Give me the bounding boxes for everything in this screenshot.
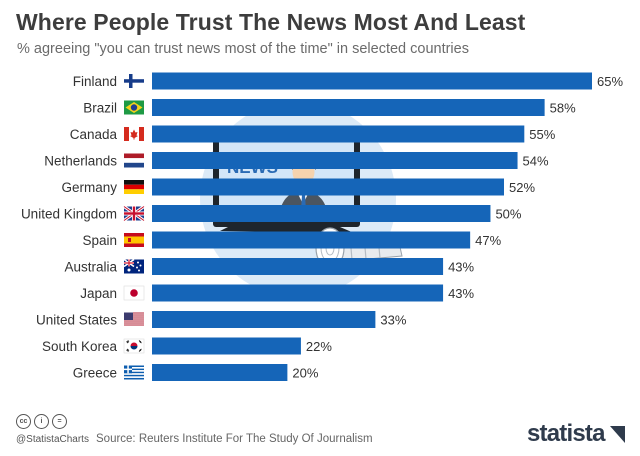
category-label-australia: Australia [64, 260, 117, 275]
license-icons: cc i = [16, 414, 67, 429]
greece-flag-icon [124, 365, 144, 380]
value-label-united-kingdom: 50% [495, 207, 521, 222]
uk-flag-icon [123, 205, 145, 222]
value-label-spain: 47% [475, 233, 501, 248]
bar-spain [152, 231, 471, 249]
brand-logo: statista [527, 420, 605, 447]
value-label-netherlands: 54% [523, 154, 549, 169]
chart-title: Where People Trust The News Most And Lea… [16, 9, 526, 35]
usa-flag-icon [124, 312, 144, 327]
no-derivatives-icon: = [52, 414, 67, 429]
value-label-japan: 43% [448, 286, 474, 301]
south-korea-flag-icon [123, 338, 145, 354]
value-label-brazil: 58% [550, 101, 576, 116]
bar-japan [152, 284, 444, 302]
value-label-canada: 55% [529, 127, 555, 142]
category-label-united-kingdom: United Kingdom [21, 207, 117, 222]
category-label-germany: Germany [61, 180, 117, 195]
category-label-finland: Finland [73, 74, 117, 89]
bar-australia [152, 258, 444, 275]
flags-group [123, 74, 145, 380]
category-label-canada: Canada [70, 127, 118, 142]
japan-flag-icon [123, 285, 145, 301]
source-note: Source: Reuters Institute For The Study … [96, 433, 373, 445]
bar-greece [152, 364, 288, 381]
value-label-germany: 52% [509, 180, 535, 195]
category-label-south-korea: South Korea [42, 339, 118, 354]
twitter-handle: @StatistaCharts [16, 434, 89, 445]
bar-south-korea [152, 337, 301, 355]
bar-finland [152, 72, 592, 90]
value-label-finland: 65% [597, 74, 623, 89]
category-label-united-states: United States [36, 313, 117, 328]
brazil-flag-icon [124, 100, 144, 115]
category-label-japan: Japan [80, 286, 117, 301]
attribution-icon: i [34, 414, 49, 429]
australia-flag-icon [123, 258, 144, 274]
finland-flag-icon [124, 74, 144, 88]
value-label-greece: 20% [292, 366, 318, 381]
spain-flag-icon [124, 233, 144, 247]
value-label-south-korea: 22% [306, 339, 332, 354]
value-label-united-states: 33% [380, 313, 406, 328]
canada-flag-icon [124, 127, 144, 141]
chart-subtitle: % agreeing "you can trust news most of t… [17, 41, 469, 57]
category-label-spain: Spain [82, 233, 117, 248]
category-label-netherlands: Netherlands [44, 154, 117, 169]
bars-group: Finland 65% Brazil 58% Canada 55% Netherlands 5… [21, 72, 623, 381]
category-label-brazil: Brazil [83, 101, 117, 116]
bar-netherlands [152, 152, 518, 169]
bar-germany [152, 178, 504, 196]
cc-license-icon: cc [16, 414, 31, 429]
category-label-greece: Greece [73, 366, 117, 381]
bar-united-kingdom [152, 205, 491, 222]
germany-flag-icon [124, 180, 144, 194]
brand-logo-mark [610, 426, 625, 443]
netherlands-flag-icon [124, 153, 144, 168]
value-label-australia: 43% [448, 260, 474, 275]
bar-united-states [152, 311, 376, 328]
bar-canada [152, 125, 525, 143]
bar-brazil [152, 99, 545, 116]
